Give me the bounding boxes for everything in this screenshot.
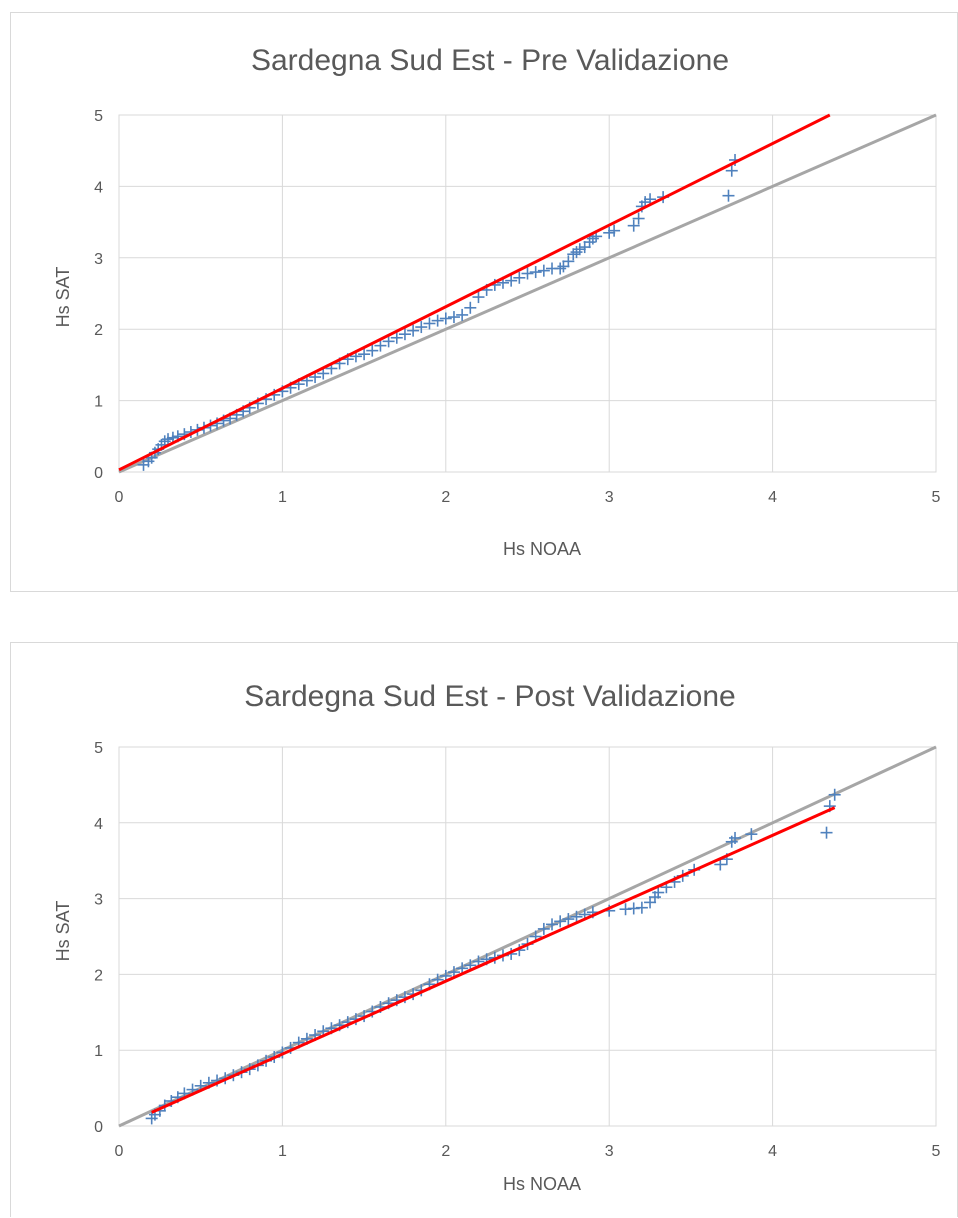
data-point [382,335,395,348]
data-point [546,918,559,931]
data-point [374,339,387,352]
x-axis-label: Hs NOAA [503,539,581,559]
data-point [554,915,567,928]
y-tick-label: 4 [94,816,103,833]
y-tick-label: 3 [94,251,103,268]
trend-line [118,113,831,472]
y-tick-label: 0 [94,465,103,482]
chart-post-validazione-plot: Sardegna Sud Est - Post Validazione Hs N… [53,680,941,1194]
identity-line [118,745,937,1128]
data-point [366,344,379,357]
data-point [557,260,570,273]
data-point [562,255,575,268]
plot-area [118,113,937,474]
data-point [714,858,727,871]
chart-pre-validazione: Sardegna Sud Est - Pre Validazione Hs NO… [10,12,958,592]
y-tick-label: 5 [94,740,103,757]
data-point [415,321,428,334]
y-tick-label: 1 [94,1043,103,1060]
data-point [162,433,175,446]
data-point [390,331,403,344]
data-point [513,271,526,284]
y-tick-label: 2 [94,322,103,339]
x-tick-label: 0 [115,489,124,506]
x-tick-label: 1 [278,489,287,506]
x-axis-label: Hs NOAA [503,1174,581,1194]
x-tick-label: 4 [768,489,777,506]
chart-title: Sardegna Sud Est - Pre Validazione [251,44,729,77]
y-tick-label: 1 [94,394,103,411]
data-point [529,266,542,279]
data-point [537,264,550,277]
plot-border [118,114,937,473]
y-axis-label: Hs SAT [53,901,73,962]
data-point [554,262,567,275]
chart-title: Sardegna Sud Est - Post Validazione [244,680,735,713]
x-tick-label: 0 [115,1143,124,1160]
x-tick-label: 4 [768,1143,777,1160]
data-point [573,243,586,256]
data-point [725,164,738,177]
data-point [570,910,583,923]
x-tick-label: 3 [605,1143,614,1160]
x-tick-label: 3 [605,489,614,506]
data-point [652,886,665,899]
data-point [537,922,550,935]
data-point [729,831,742,844]
data-point [603,226,616,239]
chart-pre-validazione-plot: Sardegna Sud Est - Pre Validazione Hs NO… [53,44,941,559]
data-point [828,788,841,801]
data-point [608,224,621,237]
data-point [398,328,411,341]
data-point [439,312,452,325]
x-tick-label: 1 [278,1143,287,1160]
plot-area [118,745,937,1128]
data-point [562,913,575,926]
plot-border [118,746,937,1127]
identity-line [118,113,937,474]
data-point [578,241,591,254]
data-point [423,317,436,330]
data-point [505,274,518,287]
x-tick-label: 2 [441,1143,450,1160]
data-point [635,901,648,914]
x-tick-label: 5 [932,489,941,506]
y-axis-label: Hs SAT [53,267,73,328]
data-point [745,828,758,841]
data-point [447,311,460,324]
y-tick-label: 4 [94,179,103,196]
chart-post-validazione: Sardegna Sud Est - Post Validazione Hs N… [10,642,958,1217]
data-point [521,267,534,280]
data-point [431,314,444,327]
data-point [722,189,735,202]
data-point [358,348,371,361]
data-point [472,291,485,304]
data-point [407,324,420,337]
y-tick-label: 0 [94,1119,103,1136]
y-tick-label: 5 [94,108,103,125]
y-tick-label: 3 [94,892,103,909]
y-tick-label: 2 [94,967,103,984]
data-point [464,301,477,314]
x-tick-label: 2 [441,489,450,506]
data-point [627,219,640,232]
data-point [820,826,833,839]
data-point [644,896,657,909]
trend-line [151,806,836,1114]
x-tick-label: 5 [932,1143,941,1160]
data-point [632,212,645,225]
data-point [456,308,469,321]
